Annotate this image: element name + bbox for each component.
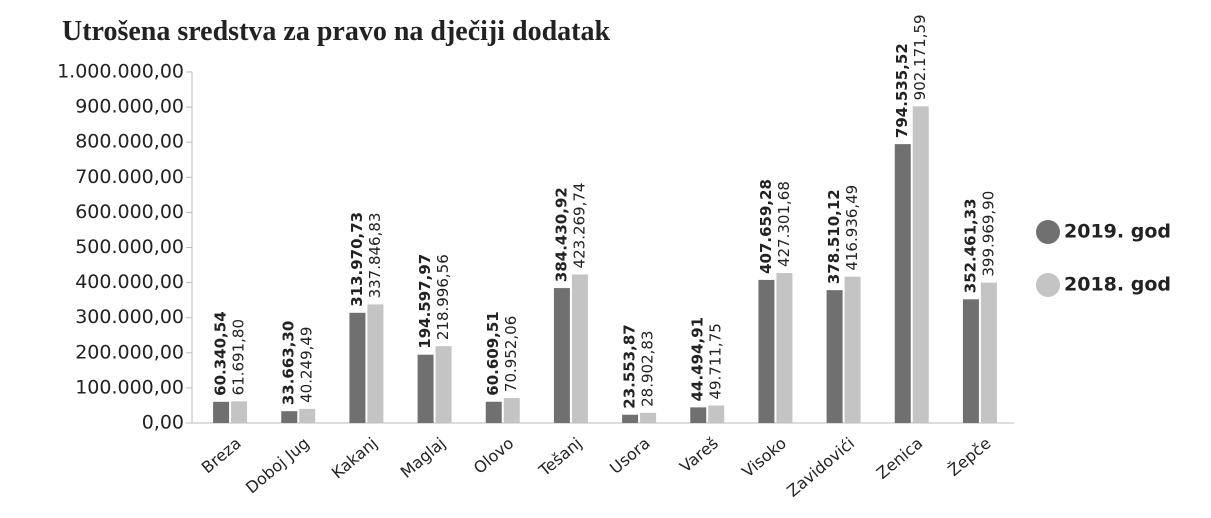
bar [980,282,997,423]
y-tick-label: 500.000,00 [75,236,184,258]
y-tick-label: 300.000,00 [75,306,184,328]
value-label: 194.597,97 [416,254,434,349]
bar [417,354,434,423]
legend-label: 2019. god [1064,221,1171,243]
y-tick-label: 1.000.000,00 [57,61,184,83]
value-label: 49.711,75 [707,323,725,399]
value-label: 33.663,30 [280,321,298,405]
x-tick-label: Vareš [676,434,722,477]
x-tick-label: Kakanj [328,434,381,483]
bar [622,414,639,423]
legend-swatch [1036,273,1060,297]
bar [826,290,843,423]
value-label: 794.535,52 [893,43,911,138]
value-label: 61.691,80 [230,319,248,395]
legend-label: 2018. god [1064,274,1171,296]
y-tick-label: 900.000,00 [75,96,184,118]
bar [758,279,775,423]
bar [776,273,793,423]
y-tick-label: 100.000,00 [75,376,184,398]
bar [299,408,316,423]
x-tick-label: Tešanj [534,434,585,481]
bar [571,274,588,423]
x-tick-label: Usora [606,434,654,478]
x-tick-label: Žepče [944,434,994,480]
bar [349,312,366,423]
x-tick-label: Zavidovići [783,434,858,501]
value-label: 337.846,83 [366,213,384,299]
x-tick-label: Olovo [470,434,518,478]
bar [213,401,230,423]
y-tick-label: 600.000,00 [75,201,184,223]
bar [640,412,657,423]
bar [435,346,452,423]
value-label: 352.461,33 [961,198,979,293]
value-label: 70.952,06 [502,316,520,392]
value-label: 407.659,28 [757,179,775,274]
value-label: 218.996,56 [434,254,452,340]
value-label: 399.969,90 [979,191,997,277]
bar [367,304,384,423]
value-label: 416.936,49 [843,185,861,271]
value-label: 28.902,83 [639,331,657,407]
bar [690,407,707,423]
x-tick-label: Visoko [738,434,790,482]
value-label: 23.553,87 [621,324,639,408]
bar [281,411,298,423]
value-label: 902.171,59 [911,14,929,100]
y-tick-label: 200.000,00 [75,341,184,363]
bar [844,276,861,423]
value-label: 60.609,51 [484,311,502,395]
bar [894,144,911,423]
value-label: 378.510,12 [825,189,843,284]
bar [503,398,520,423]
value-label: 423.269,74 [570,183,588,269]
bar [912,106,929,423]
y-tick-label: 400.000,00 [75,271,184,293]
x-tick-label: Breza [198,434,245,478]
bar [962,299,979,423]
value-label: 40.249,49 [298,327,316,403]
x-tick-label: Doboj Jug [242,434,313,498]
bar [553,288,570,423]
legend-swatch [1036,220,1060,244]
x-tick-label: Zenica [873,434,927,483]
chart-title: Utrošena sredstva za pravo na dječiji do… [62,16,611,47]
x-tick-label: Maglaj [397,434,449,482]
value-label: 60.340,54 [212,311,230,395]
bar [485,401,502,423]
bar [231,401,248,423]
y-tick-label: 700.000,00 [75,166,184,188]
value-label: 44.494,91 [689,317,707,401]
bar [708,405,725,423]
value-label: 313.970,73 [348,212,366,307]
value-label: 384.430,92 [552,187,570,282]
y-tick-label: 800.000,00 [75,131,184,153]
y-tick-label: 0,00 [142,412,184,434]
value-label: 427.301,68 [775,181,793,267]
